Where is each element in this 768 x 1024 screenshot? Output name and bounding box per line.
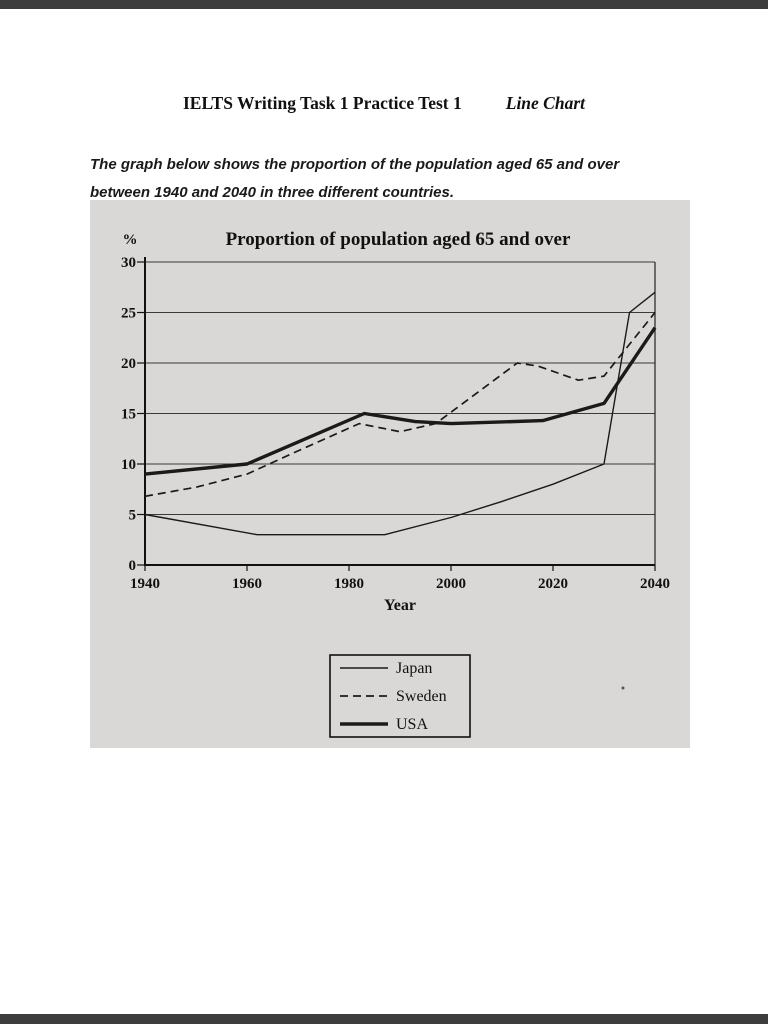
page-title-main: IELTS Writing Task 1 Practice Test 1 (182, 93, 462, 113)
y-tick-label: 15 (121, 407, 136, 423)
y-tick-label: 10 (121, 457, 136, 473)
axis-tick-labels: 0 5 10 15 20 25 30 1940 1960 1980 2000 2020 2040 (121, 255, 670, 592)
legend-label-japan: Japan (396, 660, 432, 677)
y-tick-label: 5 (129, 508, 137, 524)
y-tick-label: 25 (121, 306, 136, 322)
x-tick-label: 2040 (640, 576, 670, 592)
gridlines (137, 261, 656, 571)
legend-box (329, 654, 471, 738)
x-tick-label: 1960 (232, 576, 262, 592)
page-top-border (0, 0, 768, 9)
x-axis-title: Year (384, 597, 416, 614)
x-tick-label: 1980 (334, 576, 364, 592)
page-title: IELTS Writing Task 1 Practice Test 1 Lin… (0, 93, 768, 114)
series-line-japan (144, 291, 656, 536)
legend-label-usa: USA (396, 716, 428, 733)
y-tick-label: 20 (121, 356, 136, 372)
page-bottom-border (0, 1014, 768, 1024)
series-line-usa (144, 326, 657, 476)
page-title-suffix: Line Chart (505, 93, 586, 113)
chart-title: Proportion of population aged 65 and ove… (226, 229, 571, 250)
series-line-sweden (144, 311, 656, 498)
legend: Japan Sweden USA (329, 654, 471, 738)
line-chart: Proportion of population aged 65 and ove… (121, 229, 670, 738)
chart-figure: Proportion of population aged 65 and ove… (90, 200, 690, 748)
x-tick-label: 2000 (436, 576, 466, 592)
x-tick-label: 1940 (130, 576, 160, 592)
task-description: The graph below shows the proportion of … (90, 156, 620, 201)
legend-label-sweden: Sweden (396, 688, 447, 705)
y-axis-unit-label: % (123, 232, 138, 248)
scan-speck (621, 686, 625, 690)
y-tick-label: 30 (121, 255, 136, 271)
data-series (144, 291, 657, 536)
y-tick-label: 0 (129, 558, 137, 574)
x-tick-label: 2020 (538, 576, 568, 592)
